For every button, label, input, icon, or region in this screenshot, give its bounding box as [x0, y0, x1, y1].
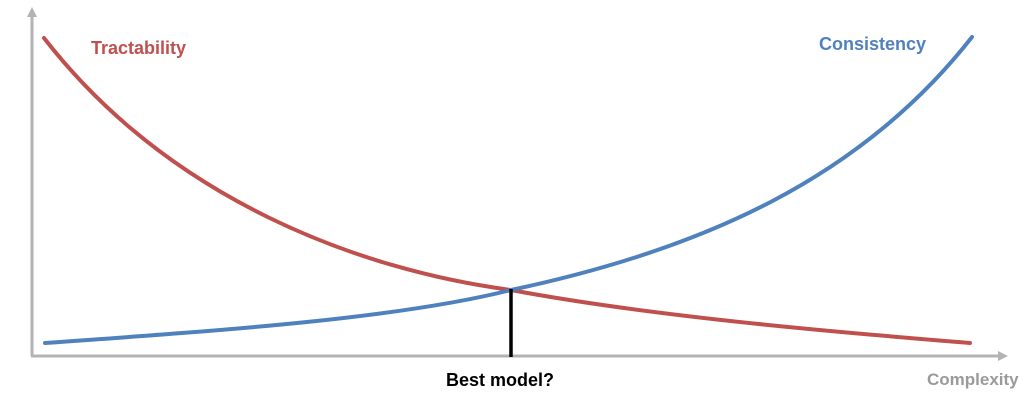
tractability-curve: [42, 36, 972, 345]
consistency-curve: [43, 35, 974, 345]
consistency-label: Consistency: [819, 34, 927, 54]
tractability-label: Tractability: [91, 38, 187, 58]
best-model-label: Best model?: [446, 370, 555, 390]
x-axis-label: Complexity: [927, 370, 1019, 389]
